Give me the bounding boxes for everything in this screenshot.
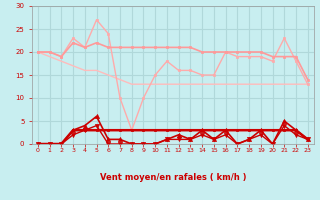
X-axis label: Vent moyen/en rafales ( km/h ): Vent moyen/en rafales ( km/h ) xyxy=(100,173,246,182)
